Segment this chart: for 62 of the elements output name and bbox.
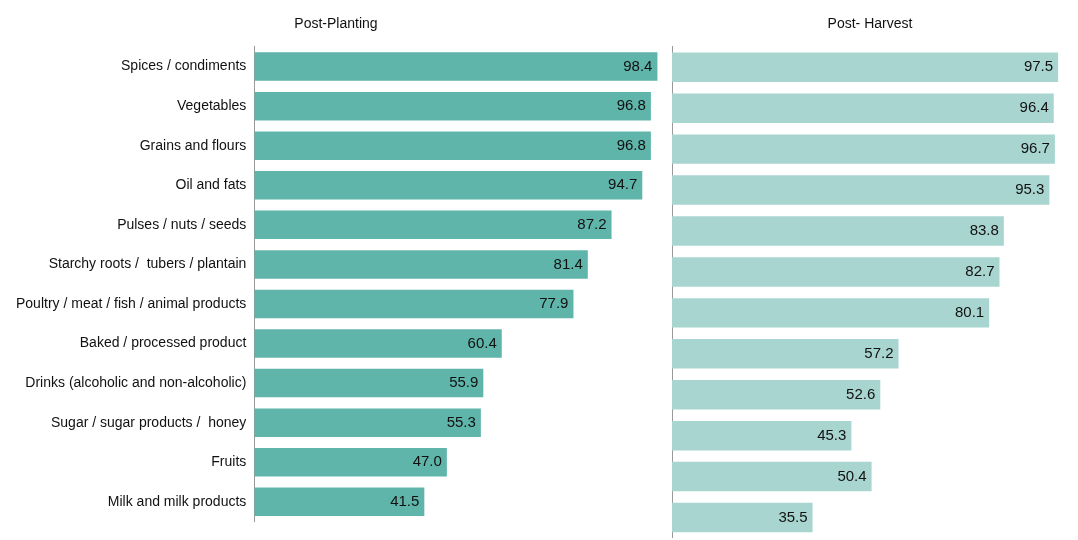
bar bbox=[672, 420, 852, 451]
data-label: 80.1 bbox=[954, 303, 985, 321]
data-label: 55.3 bbox=[446, 412, 476, 430]
data-label: 97.5 bbox=[1023, 57, 1054, 75]
data-label: 95.3 bbox=[1015, 180, 1045, 198]
y-tick-label: Spices / condiments bbox=[121, 57, 247, 74]
bar bbox=[672, 380, 881, 410]
data-label: 50.4 bbox=[837, 466, 867, 484]
data-label: 96.7 bbox=[1020, 139, 1050, 157]
bar bbox=[254, 131, 651, 160]
data-label: 52.6 bbox=[846, 384, 876, 402]
y-tick-label: Starchy roots / tubers / plantain bbox=[48, 255, 247, 272]
bar bbox=[672, 502, 813, 533]
bar bbox=[254, 171, 643, 200]
bar bbox=[254, 289, 574, 319]
bar bbox=[672, 461, 872, 492]
bar bbox=[254, 368, 484, 398]
bar bbox=[254, 448, 447, 477]
chart-title: Post- Harvest bbox=[827, 15, 913, 32]
data-label: 41.5 bbox=[390, 491, 420, 509]
bar bbox=[672, 93, 1054, 123]
y-tick-label: Poultry / meat / fish / animal products bbox=[15, 294, 247, 311]
y-tick-label: Milk and milk products bbox=[107, 492, 247, 509]
bar bbox=[672, 216, 1004, 246]
y-tick-label: Sugar / sugar products / honey bbox=[50, 413, 247, 430]
data-label: 94.7 bbox=[608, 175, 638, 193]
data-label: 47.0 bbox=[412, 452, 442, 470]
bar bbox=[672, 175, 1050, 205]
bar bbox=[254, 210, 612, 240]
data-label: 45.3 bbox=[817, 425, 847, 443]
data-label: 81.4 bbox=[553, 254, 583, 272]
y-tick-label: Pulses / nuts / seeds bbox=[117, 215, 247, 232]
y-tick-label: Grains and flours bbox=[139, 136, 247, 153]
y-tick-label: Fruits bbox=[211, 453, 247, 470]
bar bbox=[254, 408, 481, 437]
y-tick-label: Oil and fats bbox=[175, 176, 247, 193]
bar bbox=[254, 52, 658, 81]
data-label: 77.9 bbox=[539, 294, 569, 312]
y-tick-label: Drinks (alcoholic and non-alcoholic) bbox=[25, 373, 247, 390]
data-label: 96.8 bbox=[616, 135, 646, 153]
y-tick-label: Baked / processed product bbox=[79, 334, 247, 351]
y-tick-label: Vegetables bbox=[177, 97, 247, 114]
bar bbox=[254, 329, 502, 358]
bar bbox=[254, 487, 425, 517]
bar bbox=[672, 134, 1055, 164]
bar bbox=[672, 298, 990, 328]
data-label: 87.2 bbox=[577, 214, 607, 232]
data-label: 55.9 bbox=[449, 373, 479, 391]
data-label: 96.8 bbox=[616, 96, 646, 114]
chart-title: Post-Planting bbox=[294, 15, 378, 32]
data-label: 98.4 bbox=[623, 56, 653, 74]
data-label: 57.2 bbox=[864, 343, 894, 361]
bar bbox=[672, 257, 1000, 287]
data-label: 96.4 bbox=[1019, 98, 1049, 116]
data-label: 60.4 bbox=[467, 333, 497, 351]
bar bbox=[254, 250, 588, 279]
data-label: 35.5 bbox=[778, 507, 808, 525]
bar bbox=[672, 339, 899, 369]
bar bbox=[672, 52, 1059, 82]
data-label: 82.7 bbox=[965, 262, 995, 280]
data-label: 83.8 bbox=[969, 221, 999, 239]
bar bbox=[254, 91, 651, 121]
